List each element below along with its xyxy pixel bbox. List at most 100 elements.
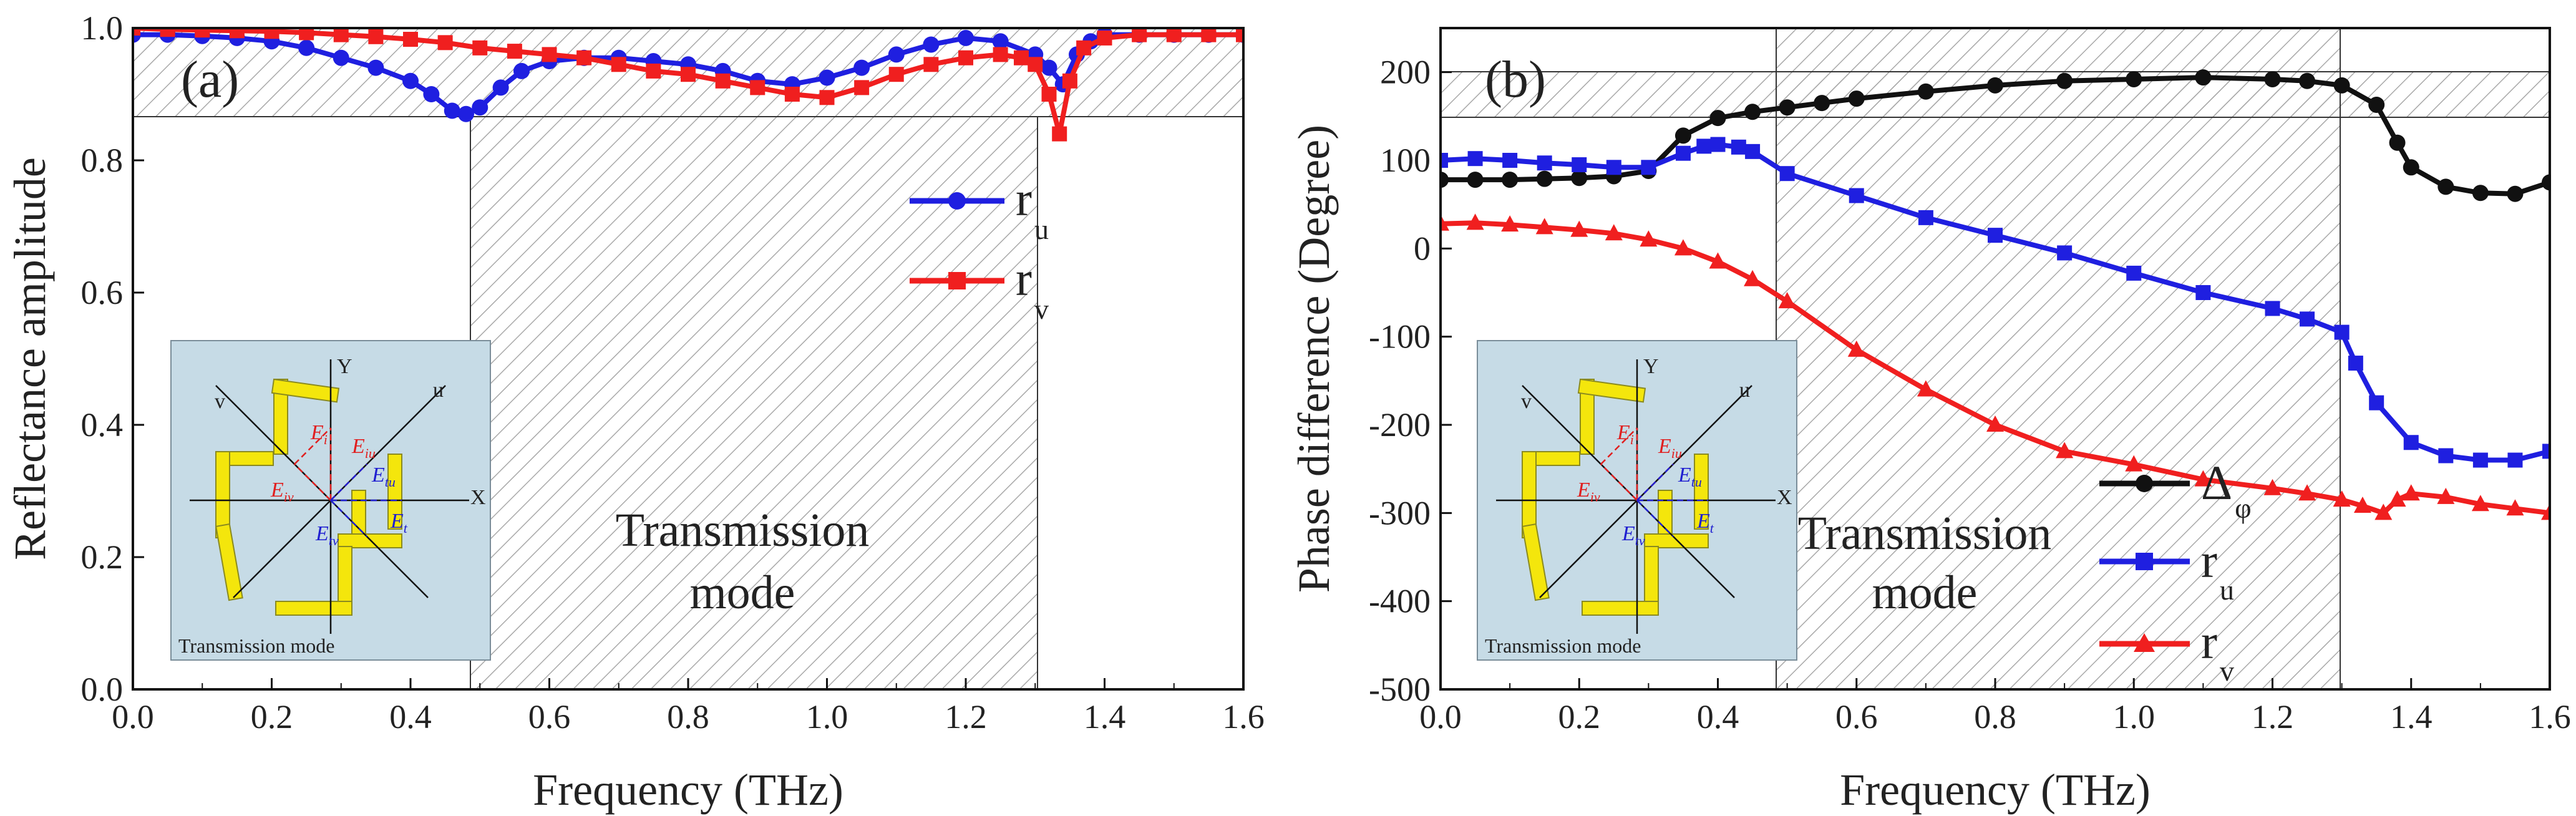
chart-b-series-r_v-point — [1986, 415, 2004, 432]
chart-a-xtick-label: 0.8 — [667, 698, 709, 736]
chart-b-ytick-label: -300 — [1369, 494, 1431, 532]
chart-a-series-r_u-point — [513, 62, 530, 79]
chart-b-ytick-label: 200 — [1380, 54, 1431, 91]
chart-b-xlabel: Frequency (THz) — [1840, 765, 2151, 815]
chart-a-series-r_v-point — [333, 28, 349, 42]
chart-b-series-r_u-point — [2334, 324, 2350, 340]
chart-b-series-r_v-point — [1847, 340, 1865, 357]
inset-b: Y X u v Ei Eiu Eiv Etu Etv Et Transmissi… — [1477, 340, 1797, 661]
chart-b-series-r_u-point — [1467, 151, 1483, 167]
chart-b-series-r_u-point — [1779, 166, 1795, 182]
chart-b-legend-name-dphi: Δ — [2201, 455, 2232, 510]
chart-a-ytick-label: 0.8 — [81, 142, 124, 179]
chart-a-series-r_u-point — [444, 102, 460, 119]
chart-a-series-r_u-point — [853, 59, 870, 76]
chart-a-ytick-label: 0.6 — [81, 274, 124, 311]
chart-b-ylabel: Phase difference (Degree) — [1289, 125, 1339, 593]
chart-b-series-delta_phi-point — [2195, 69, 2212, 86]
chart-b-series-r_v-point — [2333, 490, 2351, 507]
chart-a-series-r_v-point — [133, 28, 140, 36]
inset-a-label-ei-sub: i — [324, 432, 328, 447]
chart-b-series-r_v-point — [1744, 270, 1762, 286]
chart-b-series-r_v-point — [2374, 503, 2393, 520]
svg-text:Etu: Etu — [1678, 464, 1702, 490]
chart-b-band-label-1: Transmission — [1798, 507, 2052, 560]
chart-a-band-label-2: mode — [690, 566, 795, 619]
chart-b-transmission-band — [1776, 28, 2340, 689]
chart-a-series-r_v-point — [958, 50, 973, 66]
inset-b-label-et-sub: t — [1710, 520, 1714, 536]
chart-b-series-r_v-point — [1778, 292, 1796, 309]
chart-a-legend-item-rv: rv — [910, 251, 1049, 325]
chart-a-legend: ru rv — [910, 172, 1049, 325]
chart-a-xtick-label: 0.0 — [112, 698, 154, 736]
chart-b-series-r_v-point — [1674, 239, 1692, 256]
chart-b-series-delta_phi-point — [2403, 159, 2419, 176]
inset-b-label-et: E — [1696, 510, 1710, 533]
inset-b-label-ei: E — [1616, 421, 1630, 444]
chart-a-series-r_v-point — [1014, 50, 1029, 66]
chart-a-series-r_u-point — [472, 99, 488, 116]
chart-b-series-r_u-point — [2472, 452, 2488, 468]
chart-b-series-delta_phi-point — [1674, 127, 1691, 144]
chart-b-series-delta_phi-point — [1709, 110, 1726, 127]
chart-a-xtick-label: 0.4 — [389, 698, 432, 736]
svg-text:Eiu: Eiu — [351, 435, 376, 461]
chart-a-series-r_u-point — [992, 33, 1009, 50]
chart-b-series-delta_phi-point — [1987, 77, 2003, 94]
chart-b-series-r_u-point — [2542, 444, 2550, 459]
chart-b-xtick-label: 0.6 — [1835, 698, 1878, 736]
chart-b-legend-item-dphi: Δφ — [2099, 455, 2252, 524]
chart-b-series-r_u-point — [1710, 137, 1726, 152]
inset-b-label-etv-sub: tv — [1635, 533, 1645, 548]
chart-b-series-r_v-point — [2056, 442, 2074, 459]
inset-b-blue-vectors — [1636, 464, 1708, 537]
chart-b-legend-item-ru: ru — [2099, 533, 2234, 606]
chart-a-series-r_v-point — [993, 47, 1008, 62]
chart-b-series-r_v-point — [2388, 490, 2406, 507]
chart-a-series-r_v-point — [1097, 30, 1112, 46]
chart-b-legend-name-ru: r — [2201, 533, 2217, 588]
chart-b-series-r_v-point — [2194, 470, 2212, 487]
chart-a-series-r_v-point — [195, 28, 210, 38]
chart-b-ytick-label: -100 — [1369, 318, 1431, 356]
chart-a-series-r_v-point — [437, 35, 453, 51]
chart-b-series-r_v-point — [1917, 380, 1935, 397]
chart-a-ylabel: Reflectance amplitude — [5, 157, 55, 560]
chart-b-series-r_v-point — [2353, 497, 2371, 513]
chart-b-ytick-label: -400 — [1369, 583, 1431, 620]
chart-b-xtick-label: 1.4 — [2390, 698, 2433, 736]
chart-a-series-r_u-point — [492, 79, 509, 96]
chart-b-series-delta_phi-point — [1744, 104, 1761, 120]
chart-b-xtick-label: 0.4 — [1697, 698, 1739, 736]
chart-b-series-r_v-point — [1709, 252, 1727, 269]
inset-b-label-eiv-sub: iv — [1590, 489, 1600, 505]
chart-b-ytick-label: -500 — [1369, 671, 1431, 708]
svg-text:Eiv: Eiv — [1577, 478, 1600, 505]
chart-b-ytick-label: 100 — [1380, 142, 1431, 179]
chart-a-series-r_v-point — [299, 28, 314, 41]
chart-b-xtick-label: 0.8 — [1974, 698, 2016, 736]
chart-a-series-r_v-point — [472, 40, 488, 56]
chart-a-series-r_v-point — [1236, 28, 1243, 42]
chart-b-series-r_v-point — [2125, 455, 2143, 472]
chart-a-transmission-band — [470, 117, 1038, 689]
chart-a-series-r_v-point — [264, 28, 279, 39]
chart-a-series-r_v-point — [229, 28, 245, 39]
inset-b-label-etu-sub: tu — [1691, 474, 1702, 490]
inset-b-axis-y: Y — [1643, 355, 1659, 378]
chart-a-series-r_v-point — [1166, 28, 1182, 42]
chart-a-ytick-label: 1.0 — [81, 9, 124, 47]
inset-a-label-etu: E — [371, 464, 385, 487]
inset-a-label-etu-sub: tu — [385, 474, 396, 490]
chart-b-legend: Δφ ru rv — [2099, 455, 2252, 687]
chart-b-ytick-label: -200 — [1369, 406, 1431, 444]
inset-b-label-etu: E — [1678, 464, 1691, 487]
chart-a-legend-sub-ru: u — [1034, 213, 1049, 245]
svg-text:Eiv: Eiv — [270, 478, 294, 505]
svg-text:Eiu: Eiu — [1658, 435, 1682, 461]
svg-text:Ei: Ei — [310, 421, 328, 447]
chart-b-series-delta_phi-point — [2472, 185, 2489, 202]
chart-b-series-r_v-point — [1570, 220, 1588, 237]
